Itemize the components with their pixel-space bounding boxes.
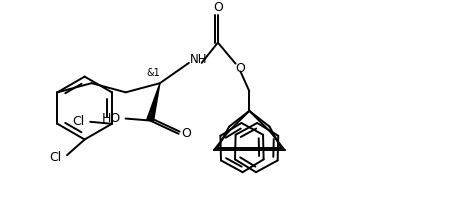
Text: HO: HO — [102, 112, 121, 125]
Text: NH: NH — [190, 54, 207, 67]
Text: Cl: Cl — [72, 115, 84, 128]
Polygon shape — [147, 83, 160, 121]
Text: O: O — [235, 62, 245, 75]
Text: O: O — [213, 1, 223, 14]
Text: O: O — [182, 127, 191, 140]
Text: Cl: Cl — [49, 151, 61, 164]
Text: &1: &1 — [146, 68, 160, 78]
